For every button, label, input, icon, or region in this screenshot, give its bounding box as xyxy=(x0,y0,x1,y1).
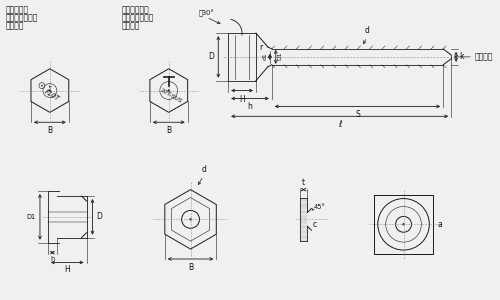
Text: h: h xyxy=(248,102,252,111)
Text: h: h xyxy=(50,256,54,262)
Text: d: d xyxy=(364,26,370,35)
Text: 頭部刈印: 頭部刈印 xyxy=(6,21,24,30)
Text: d1: d1 xyxy=(263,52,268,60)
Text: 面取り先: 面取り先 xyxy=(475,52,494,62)
Circle shape xyxy=(190,218,192,220)
Text: S: S xyxy=(355,110,360,119)
Text: H: H xyxy=(239,94,245,103)
Text: 10T-SUS: 10T-SUS xyxy=(159,87,182,104)
Text: B: B xyxy=(188,263,193,272)
Text: c: c xyxy=(312,220,316,229)
Text: 絀30°: 絀30° xyxy=(198,10,214,17)
Text: D1: D1 xyxy=(278,52,282,60)
Text: B: B xyxy=(166,126,172,135)
Text: a: a xyxy=(438,220,442,229)
Text: D1: D1 xyxy=(27,214,36,220)
Circle shape xyxy=(48,89,51,92)
Text: 高力六角ボルト: 高力六角ボルト xyxy=(6,13,38,22)
Text: ステンレス鉰: ステンレス鉰 xyxy=(121,5,149,14)
Text: 高力六角ボルト: 高力六角ボルト xyxy=(121,13,154,22)
Text: k: k xyxy=(459,52,464,62)
Text: t: t xyxy=(302,178,305,187)
Text: H: H xyxy=(64,266,70,274)
Text: d: d xyxy=(202,165,207,174)
Text: D: D xyxy=(208,52,214,62)
Text: B: B xyxy=(48,126,52,135)
Text: 45°: 45° xyxy=(314,205,326,211)
Circle shape xyxy=(41,85,42,86)
Text: F10T: F10T xyxy=(44,89,60,102)
Text: 摩擦接合用: 摩擦接合用 xyxy=(6,5,28,14)
Text: ℓ: ℓ xyxy=(338,120,342,129)
Text: D: D xyxy=(96,212,102,221)
Text: r: r xyxy=(259,43,262,52)
Text: 頭部刈印: 頭部刈印 xyxy=(121,21,140,30)
Circle shape xyxy=(402,223,405,226)
Circle shape xyxy=(168,89,170,92)
